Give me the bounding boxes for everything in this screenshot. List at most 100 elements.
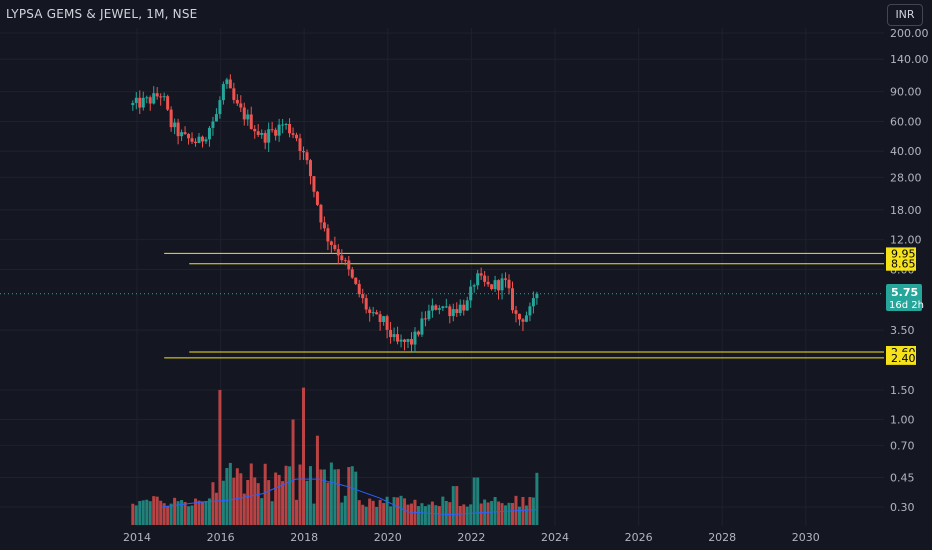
candle-body	[148, 97, 152, 104]
candle-body	[176, 122, 180, 137]
candle-body	[281, 124, 285, 126]
volume-bar	[312, 503, 316, 525]
volume-bar	[134, 505, 138, 525]
candle-body	[187, 133, 191, 139]
candle-body	[444, 306, 448, 308]
candle-body	[155, 93, 159, 97]
volume-bar	[448, 502, 452, 525]
volume-bar	[497, 501, 501, 525]
currency-button[interactable]: INR	[887, 4, 923, 26]
candle-body	[483, 275, 487, 282]
y-tick-label: 40.00	[890, 145, 922, 158]
candle-body	[451, 309, 455, 317]
level-label-bg	[886, 247, 916, 261]
volume-bar	[281, 481, 285, 525]
candle-body	[511, 288, 515, 311]
y-tick-label: 3.50	[890, 324, 915, 337]
volume-bar	[277, 474, 281, 525]
volume-bar	[389, 506, 393, 525]
volume-bar	[409, 503, 413, 525]
candle-body	[385, 316, 389, 330]
candle-body	[166, 96, 170, 110]
volume-bar	[340, 502, 344, 525]
last-price-value: 5.75	[891, 286, 918, 299]
candle-body	[329, 241, 333, 245]
volume-bar	[138, 501, 142, 525]
y-tick-label: 1.00	[890, 413, 915, 426]
candle-body	[315, 191, 319, 205]
volume-bar	[406, 504, 410, 525]
candle-body	[134, 97, 138, 104]
candle-body	[423, 318, 427, 320]
y-tick-label: 28.00	[890, 171, 922, 184]
volume-bar	[221, 480, 225, 525]
candle-body	[333, 244, 337, 250]
candle-body	[437, 308, 441, 310]
volume-bar	[462, 504, 466, 525]
x-tick-label: 2018	[290, 531, 318, 544]
volume-bar	[218, 390, 222, 525]
horizontal-levels	[164, 252, 884, 359]
candle-body	[517, 313, 521, 320]
volume-bar	[183, 502, 187, 525]
candle-body	[302, 150, 306, 153]
volume-bar	[211, 482, 215, 525]
candle-body	[277, 124, 281, 136]
candle-body	[159, 96, 163, 98]
candle-body	[427, 310, 431, 320]
x-axis[interactable]: 2014 2016 2018 2020 2022 2024 2026 2028 2030	[123, 531, 820, 544]
candle-body	[448, 306, 452, 317]
candle-body	[343, 260, 347, 262]
candle-body	[458, 304, 462, 314]
candle-body	[274, 129, 278, 136]
volume-bar	[232, 477, 236, 525]
candle-body	[514, 310, 518, 314]
volume-bar	[256, 483, 260, 525]
candlesticks	[131, 74, 539, 353]
candle-body	[361, 294, 365, 299]
x-tick-label: 2016	[207, 531, 235, 544]
candle-body	[486, 281, 490, 285]
candle-body	[183, 132, 187, 134]
candle-body	[322, 222, 326, 229]
candle-body	[235, 99, 239, 104]
volume-bar	[371, 500, 375, 525]
candle-body	[218, 100, 222, 115]
x-tick-label: 2028	[708, 531, 736, 544]
volume-bar	[305, 480, 309, 525]
volume-bar	[235, 468, 239, 525]
candle-body	[378, 314, 382, 322]
volume-bar	[187, 506, 191, 525]
candle-body	[260, 132, 264, 135]
volume-bar	[253, 477, 257, 525]
candle-body	[284, 123, 288, 125]
chart-title: LYPSA GEMS & JEWEL, 1M, NSE	[6, 7, 198, 21]
volume-bar	[507, 502, 511, 525]
candle-body	[528, 306, 532, 316]
volume-bar	[145, 499, 149, 525]
candle-body	[476, 273, 480, 286]
volume-bar	[270, 501, 274, 525]
y-tick-label: 0.45	[890, 472, 915, 485]
volume-bar	[197, 500, 201, 525]
volume-bar	[472, 477, 476, 525]
volume-bar	[517, 506, 521, 525]
grid-lines	[0, 28, 884, 526]
volume-bar	[350, 466, 354, 525]
volume-bar	[434, 505, 438, 525]
candle-body	[521, 319, 525, 322]
volume-bar	[479, 503, 483, 525]
volume-bar	[239, 473, 243, 525]
candle-body	[298, 138, 302, 151]
level-label-bg	[886, 257, 916, 271]
candle-body	[441, 306, 445, 309]
volume-bar	[162, 503, 166, 525]
volume-bar	[246, 480, 250, 525]
y-tick-label: 0.30	[890, 501, 915, 514]
candle-body	[232, 88, 236, 100]
candle-body	[308, 160, 312, 177]
candle-body	[295, 134, 299, 139]
candle-body	[392, 334, 396, 338]
volume-bar	[347, 467, 351, 525]
